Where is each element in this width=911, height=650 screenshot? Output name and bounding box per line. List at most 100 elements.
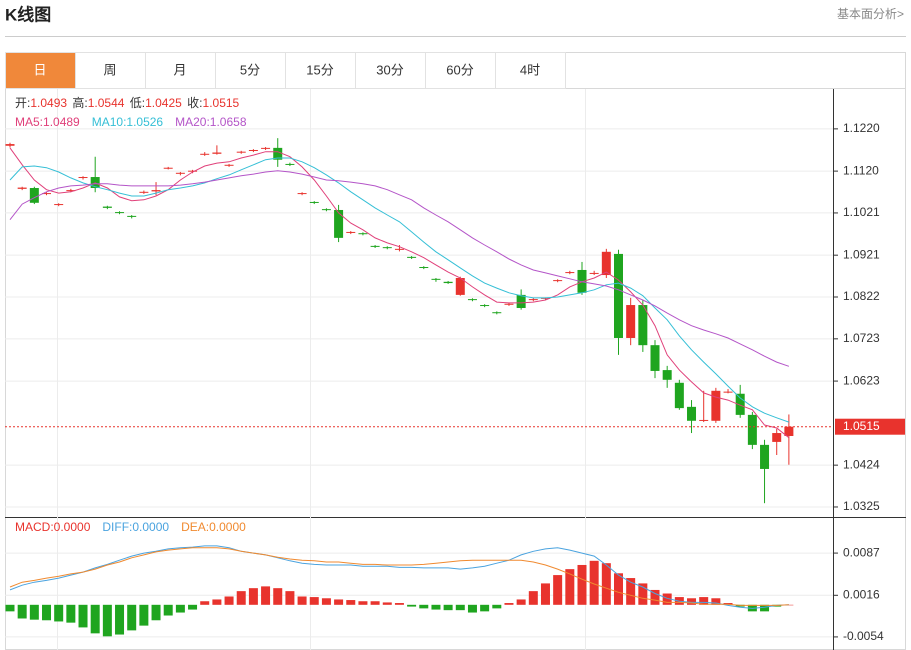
candle-body bbox=[492, 312, 502, 314]
macd-bar bbox=[565, 569, 575, 605]
tab-label[interactable]: 周 bbox=[103, 62, 116, 77]
candle-body bbox=[626, 305, 636, 338]
tab[interactable] bbox=[425, 52, 496, 89]
tab-label[interactable]: 5分 bbox=[240, 62, 260, 77]
macd-bar bbox=[212, 599, 222, 605]
tab-label[interactable]: 15分 bbox=[306, 62, 333, 77]
candle-body bbox=[54, 204, 64, 206]
macd-legend: MACD:0.0000 DIFF:0.0000 DEA:0.0000 bbox=[15, 520, 246, 534]
candle-body bbox=[66, 190, 76, 192]
macd-bar bbox=[516, 599, 526, 605]
tab[interactable] bbox=[75, 52, 146, 89]
macd-bar bbox=[492, 604, 502, 609]
tab-label[interactable]: 日 bbox=[33, 62, 46, 77]
candle-body bbox=[78, 177, 88, 179]
macd-bar bbox=[297, 596, 307, 605]
macd-bar bbox=[346, 600, 356, 605]
candle-body bbox=[273, 147, 283, 160]
y-tick-label: 1.0723 bbox=[843, 331, 880, 345]
tab-label[interactable]: 月 bbox=[173, 62, 186, 77]
y-tick-label: -0.0054 bbox=[843, 629, 884, 643]
legend-value: 1.0489 bbox=[43, 115, 80, 129]
candle-body bbox=[638, 305, 648, 346]
macd-bar bbox=[5, 604, 15, 612]
macd-bar bbox=[139, 604, 149, 626]
macd-bar bbox=[443, 604, 453, 611]
candle-body bbox=[188, 170, 198, 172]
candle-body bbox=[261, 147, 271, 149]
candle-body bbox=[236, 151, 246, 153]
macd-bar bbox=[601, 563, 611, 605]
info-value: 1.0515 bbox=[203, 96, 240, 110]
macd-bar bbox=[261, 586, 271, 605]
legend-name: DEA: bbox=[181, 520, 209, 534]
candle-body bbox=[589, 272, 599, 274]
macd-bar bbox=[687, 598, 697, 605]
y-tick-label: 1.0623 bbox=[843, 373, 880, 387]
macd-bar bbox=[163, 604, 173, 616]
macd-bar bbox=[334, 599, 344, 605]
tab[interactable] bbox=[145, 52, 216, 89]
macd-bar bbox=[54, 604, 64, 622]
candle-body bbox=[553, 280, 563, 282]
candle-body bbox=[723, 391, 733, 393]
macd-bar bbox=[431, 604, 441, 610]
macd-bar bbox=[309, 597, 319, 605]
candle-body bbox=[504, 303, 514, 305]
candle-body bbox=[309, 201, 319, 203]
candle-body bbox=[407, 256, 417, 258]
tab-label[interactable]: 4时 bbox=[520, 62, 540, 77]
y-tick-label: 0.0016 bbox=[843, 587, 880, 601]
candle-body bbox=[528, 299, 538, 301]
candle-body bbox=[175, 172, 185, 174]
tab[interactable] bbox=[5, 52, 76, 89]
info-value: 1.0544 bbox=[88, 96, 125, 110]
candle-body bbox=[674, 382, 684, 409]
candle-body bbox=[687, 406, 697, 421]
y-tick-label: 1.0921 bbox=[843, 247, 880, 261]
legend-name: MA5: bbox=[15, 115, 43, 129]
candle-body bbox=[42, 193, 52, 195]
chart-frame bbox=[5, 52, 906, 650]
macd-bar bbox=[78, 604, 88, 628]
legend-value: 1.0658 bbox=[210, 115, 247, 129]
candle-body bbox=[248, 149, 258, 151]
macd-bar bbox=[480, 604, 490, 612]
candle-body bbox=[662, 370, 672, 380]
tab[interactable] bbox=[495, 52, 566, 89]
y-tick-label: 1.0424 bbox=[843, 457, 880, 471]
macd-bar bbox=[467, 604, 477, 613]
candle-body bbox=[431, 278, 441, 280]
macd-bar bbox=[90, 604, 100, 634]
macd-bar bbox=[151, 604, 161, 621]
last-price-label: 1.0515 bbox=[843, 419, 880, 433]
candle-body bbox=[382, 247, 392, 249]
candle-body bbox=[321, 209, 331, 211]
macd-bar bbox=[382, 602, 392, 605]
macd-bar bbox=[188, 604, 198, 610]
macd-bar bbox=[17, 604, 27, 619]
candle-body bbox=[151, 190, 161, 192]
macd-bar bbox=[699, 597, 709, 605]
tab-label[interactable]: 60分 bbox=[446, 62, 473, 77]
macd-bar bbox=[224, 596, 234, 605]
info-label: 低: bbox=[130, 96, 145, 110]
candle-body bbox=[735, 393, 745, 415]
analysis-link[interactable]: 基本面分析> bbox=[837, 7, 904, 21]
macd-bar bbox=[528, 591, 538, 605]
y-tick-label: 1.0822 bbox=[843, 289, 880, 303]
tab-label[interactable]: 30分 bbox=[376, 62, 403, 77]
tab[interactable] bbox=[355, 52, 426, 89]
y-tick-label: 1.0325 bbox=[843, 499, 880, 513]
candle-body bbox=[102, 206, 112, 208]
candle-body bbox=[5, 144, 15, 146]
tab-bar: 日 周 月 5分 15分 30分 60分 4时 bbox=[5, 52, 566, 89]
macd-bar bbox=[370, 601, 380, 605]
candle-body bbox=[115, 212, 125, 214]
info-value: 1.0425 bbox=[145, 96, 182, 110]
info-value: 1.0493 bbox=[30, 96, 67, 110]
last-price-box bbox=[835, 418, 905, 435]
indicator-line bbox=[9, 547, 789, 606]
tab[interactable] bbox=[215, 52, 286, 89]
